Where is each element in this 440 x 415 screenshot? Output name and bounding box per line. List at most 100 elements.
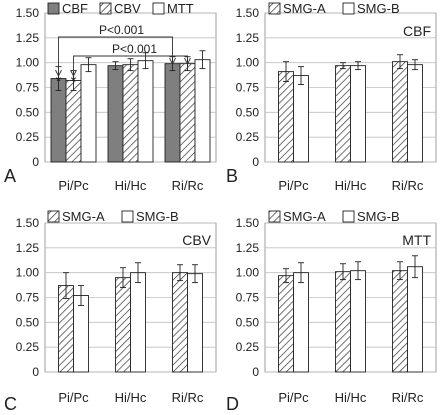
bar	[187, 273, 203, 373]
x-tick-label: Ri/Rc	[172, 178, 204, 193]
x-tick-label: Hi/Hc	[115, 390, 147, 405]
x-tick-label: Ri/Rc	[392, 390, 424, 405]
panel-letter: C	[4, 394, 17, 414]
x-tick-label: Hi/Hc	[335, 178, 367, 193]
legend-swatch	[121, 210, 134, 223]
y-tick-label: 0.50	[16, 315, 40, 329]
legend-label: SMG-B	[136, 209, 179, 224]
y-tick-label: 0.75	[16, 291, 40, 305]
bar	[194, 59, 211, 163]
panel-letter: D	[226, 394, 239, 414]
significance-bracket	[58, 36, 173, 47]
legend-label: SMG-A	[62, 209, 105, 224]
y-tick-label: 1.25	[236, 31, 260, 45]
y-tick-label: 0	[252, 365, 259, 379]
bar	[335, 271, 351, 373]
chart-panel-b: 0 0.25 0.50 0.75 1.00 1.25 1.50 Pi/Pc Hi/Hc Ri/Rc…	[226, 1, 437, 193]
legend-label: SMG-A	[283, 209, 326, 224]
y-tick-label: 0.50	[16, 105, 40, 119]
bar	[172, 272, 188, 373]
p-value-label: P<0.001	[99, 23, 144, 37]
y-tick-label: 0.75	[236, 291, 260, 305]
y-tick-label: 1.25	[236, 241, 260, 255]
bar	[278, 71, 294, 163]
x-tick-label: Hi/Hc	[115, 178, 147, 193]
arrow-head	[70, 69, 77, 78]
bar	[407, 266, 423, 373]
bar	[164, 63, 181, 163]
legend-label: SMG-B	[357, 1, 400, 16]
arrow-head	[55, 69, 62, 78]
panel-title: MTT	[402, 232, 431, 248]
y-tick-label: 1.50	[236, 216, 260, 230]
bar	[350, 270, 366, 373]
y-tick-label: 0.75	[16, 81, 40, 95]
legend-swatch	[268, 2, 281, 15]
legend-label: MTT	[167, 1, 194, 16]
y-tick-label: 1.25	[16, 241, 40, 255]
bar	[407, 64, 423, 163]
y-tick-label: 0.25	[236, 130, 260, 144]
bar	[392, 61, 408, 163]
legend-swatch	[268, 210, 281, 223]
legend-label: SMG-B	[357, 209, 400, 224]
y-tick-label: 0.25	[236, 340, 260, 354]
y-tick-label: 0.25	[16, 130, 40, 144]
chart-panel-d: 0 0.25 0.50 0.75 1.00 1.25 1.50 Pi/Pc Hi/Hc Ri/Rc…	[226, 209, 437, 414]
legend-swatch	[47, 2, 60, 15]
x-tick-label: Pi/Pc	[58, 178, 89, 193]
y-tick-label: 1.00	[16, 266, 40, 280]
x-tick-label: Ri/Rc	[392, 178, 424, 193]
x-tick-label: Pi/Pc	[278, 178, 309, 193]
panel-title: CBV	[182, 232, 211, 248]
y-tick-label: 0	[32, 155, 39, 169]
legend-swatch	[342, 2, 355, 15]
panel-title: CBF	[403, 23, 431, 39]
bar	[350, 65, 366, 163]
bar	[115, 277, 131, 373]
y-tick-label: 1.00	[236, 56, 260, 70]
panel-letter: B	[226, 166, 238, 186]
x-tick-label: Pi/Pc	[278, 390, 309, 405]
p-value-label: P<0.001	[112, 42, 157, 56]
legend-swatch	[47, 210, 60, 223]
significance-marker: *	[56, 73, 62, 90]
significance-bracket	[73, 55, 188, 64]
bar	[73, 295, 89, 373]
x-tick-label: Pi/Pc	[58, 390, 89, 405]
y-tick-label: 0.25	[16, 340, 40, 354]
y-tick-label: 1.50	[16, 216, 40, 230]
x-tick-label: Ri/Rc	[172, 390, 204, 405]
bar	[278, 275, 294, 373]
bar	[130, 272, 146, 373]
bar	[107, 65, 124, 163]
bar	[179, 63, 196, 163]
x-tick-label: Hi/Hc	[335, 390, 367, 405]
bar	[293, 75, 309, 163]
panel-letter: A	[4, 166, 16, 186]
legend-swatch	[152, 2, 165, 15]
legend-label: CBF	[62, 1, 88, 16]
bar	[137, 60, 154, 163]
bar	[80, 64, 97, 163]
y-tick-label: 1.00	[16, 56, 40, 70]
bar	[50, 78, 67, 163]
y-tick-label: 0.50	[236, 315, 260, 329]
chart-panel-c: 0 0.25 0.50 0.75 1.00 1.25 1.50 Pi/Pc Hi/Hc Ri/Rc…	[4, 209, 217, 414]
bar	[293, 272, 309, 373]
arrow-head	[169, 57, 176, 66]
legend-swatch	[342, 210, 355, 223]
bar	[122, 64, 139, 163]
legend-swatch	[99, 2, 112, 15]
bar	[335, 65, 351, 163]
y-tick-label: 0	[32, 365, 39, 379]
y-tick-label: 0.50	[236, 105, 260, 119]
bar	[392, 270, 408, 373]
bar	[65, 80, 82, 163]
y-tick-label: 0.75	[236, 81, 260, 95]
arrow-head	[184, 57, 191, 66]
y-tick-label: 1.50	[16, 6, 40, 20]
y-tick-label: 1.25	[16, 31, 40, 45]
chart-panel-a: 0 0.25 0.50 0.75 1.00 1.25 1.50 Pi/Pc Hi/Hc Ri/Rc…	[4, 1, 217, 193]
